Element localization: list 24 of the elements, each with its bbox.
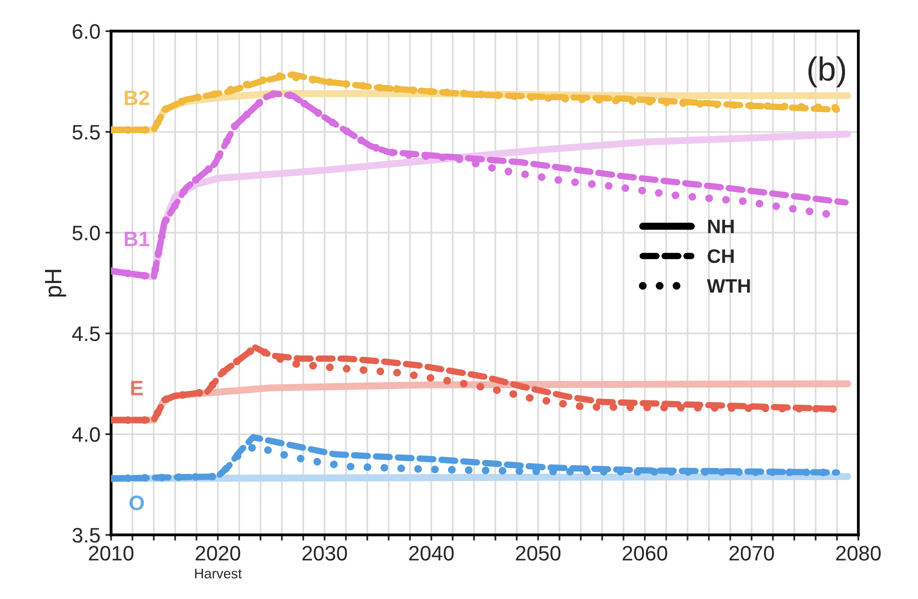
- annotation: WTH: [706, 279, 750, 293]
- series-label: B1: [124, 232, 150, 246]
- y-axis-title: pH: [45, 270, 66, 297]
- y-tick-label: 5.0: [72, 226, 100, 240]
- x-tick-label: 2060: [622, 546, 668, 561]
- y-tick-label: 3.5: [72, 528, 100, 543]
- x-tick-label: 2020: [196, 546, 240, 561]
- annotation: CH: [708, 249, 734, 264]
- x-tick-label: 2030: [302, 546, 347, 561]
- y-tick-label: 6.0: [72, 24, 100, 39]
- series-label: E: [131, 380, 143, 396]
- y-tick-label: 5.5: [72, 125, 100, 140]
- series-label: B2: [124, 90, 150, 106]
- x-tick-label: 2080: [836, 546, 881, 561]
- annotation: NH: [708, 220, 734, 234]
- x-tick-label: 2010: [88, 546, 134, 561]
- annotation: (b): [808, 56, 846, 88]
- text: Harvest: [195, 568, 242, 578]
- x-tick-label: 2070: [729, 546, 774, 561]
- y-tick-label: 4.0: [72, 427, 100, 442]
- x-tick-label: 2050: [516, 546, 560, 561]
- series-label: O: [129, 496, 144, 510]
- x-tick-label: 2040: [409, 546, 454, 561]
- y-tick-label: 4.5: [72, 326, 100, 342]
